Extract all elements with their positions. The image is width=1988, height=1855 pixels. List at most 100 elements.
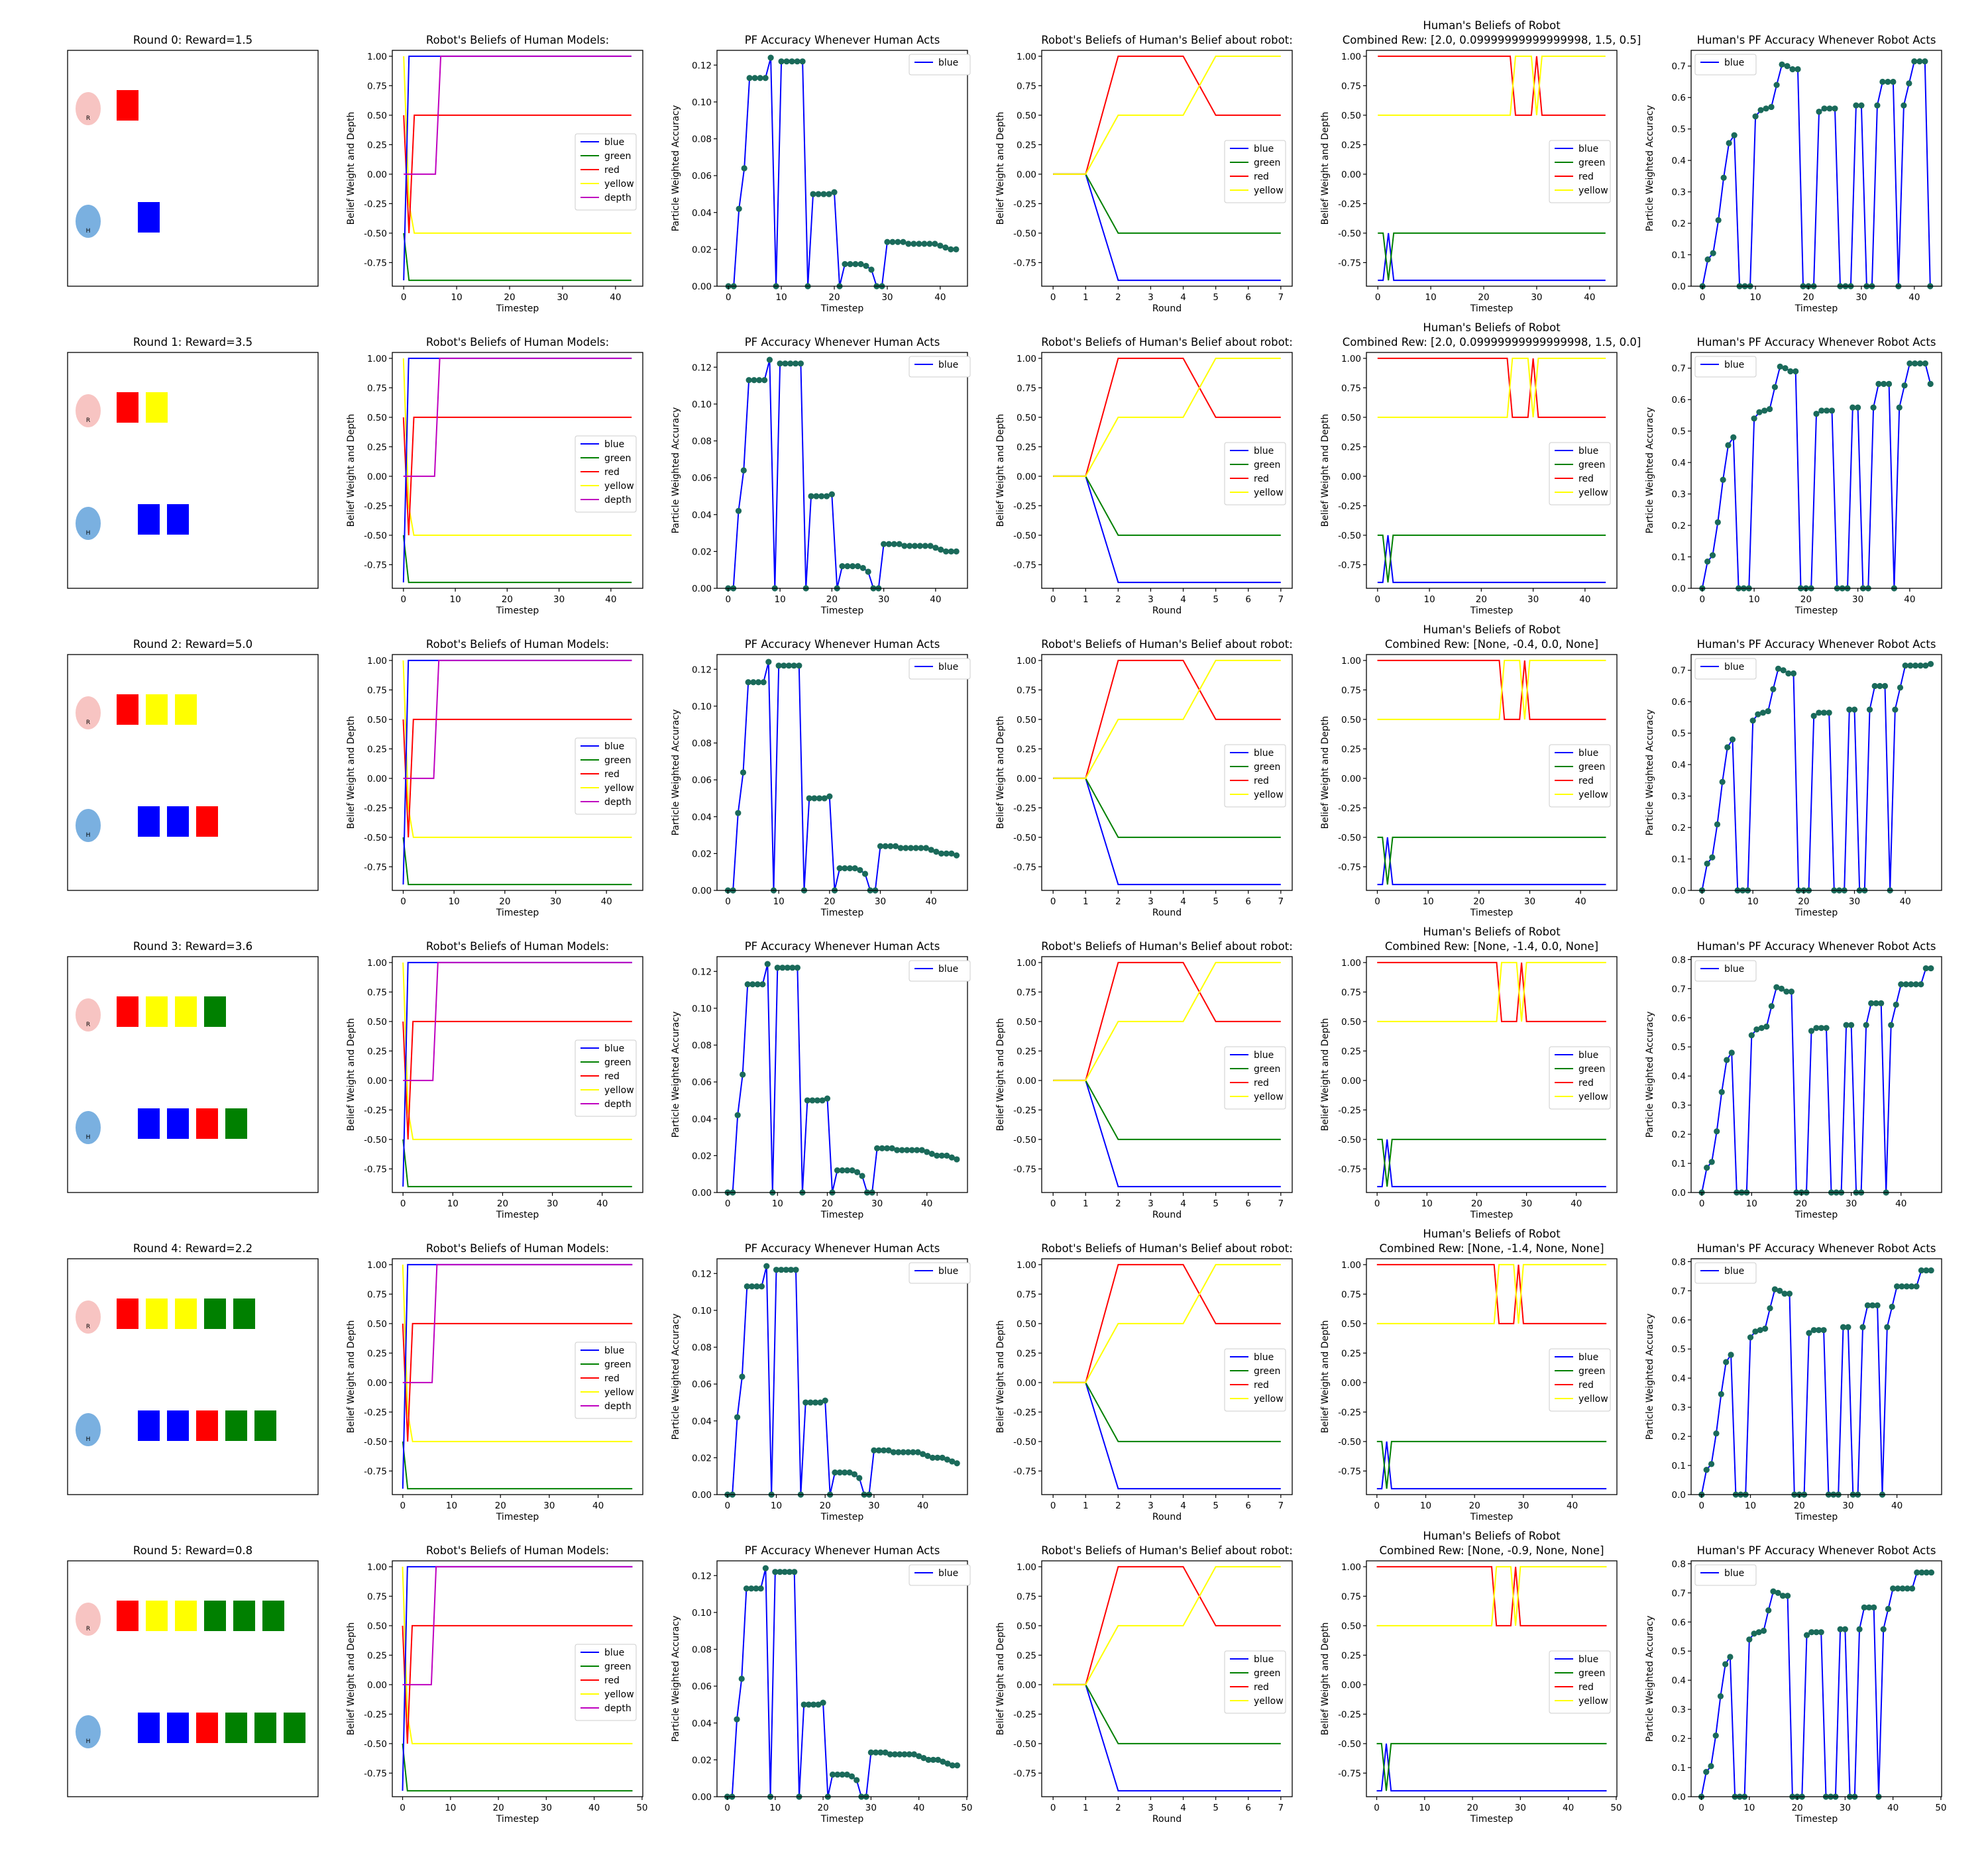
data-point [1760,1627,1767,1634]
y-tick-label: -0.50 [1013,1437,1036,1448]
x-axis-title: Timestep [496,1512,539,1522]
x-tick-label: 20 [820,1501,831,1511]
y-axis-title: Particle Weighted Accuracy [671,1616,681,1742]
data-point [831,189,838,195]
y-tick-label: 0.1 [1672,553,1686,563]
data-point [802,1399,809,1406]
x-tick-label: 20 [1466,1803,1478,1813]
y-axis-title: Belief Weight and Depth [346,1018,357,1132]
scene-title: Round 1: Reward=3.5 [133,336,252,348]
data-point [806,795,812,802]
figure-row-4: Round 4: Reward=2.2 R H Robot's Beliefs of … [67,1228,1942,1522]
y-tick-label: -0.25 [1338,803,1361,814]
x-tick-label: 30 [868,1501,879,1511]
y-tick-label: 0.08 [692,739,712,749]
legend-box [909,54,971,76]
series-blue [1701,362,1932,589]
y-tick-label: 0.50 [1341,413,1361,423]
data-point [865,568,871,575]
data-point [881,1447,887,1454]
data-point [746,377,752,384]
x-tick-label: 40 [1584,292,1595,303]
data-point [925,1756,932,1763]
data-point [1911,58,1918,65]
data-point [1893,1001,1899,1008]
data-point [1916,58,1923,65]
data-point [1704,256,1711,263]
data-point [1810,712,1817,719]
data-point [1879,78,1886,85]
x-tick-label: 30 [1518,1501,1529,1511]
data-point [1858,102,1865,109]
x-tick-label: 0 [400,896,406,907]
data-point [1753,1026,1760,1033]
x-tick-label: 40 [917,1501,928,1511]
x-tick-label: 20 [1471,1198,1482,1209]
human-avatar [76,1715,101,1748]
data-point [844,563,851,570]
robot-label: R [86,115,90,122]
data-point [854,1169,861,1176]
x-tick-label: 0 [1374,1198,1380,1209]
series-blue [728,963,958,1193]
data-point [818,493,825,500]
y-tick-label: -0.75 [364,560,387,570]
data-point [801,1701,807,1708]
y-tick-label: -0.50 [1013,1739,1036,1750]
data-point [1773,81,1780,88]
x-axis-title: Timestep [820,1512,864,1522]
data-point [911,543,918,549]
y-tick-label: 0.7 [1672,984,1686,994]
legend-label-yellow: yellow [1578,488,1608,498]
legend-label-green: green [604,1359,631,1370]
data-point [1813,1025,1820,1032]
data-point [1731,132,1738,138]
series-yellow [402,1566,633,1744]
y-tick-label: -0.75 [1338,258,1361,268]
data-point [1906,360,1913,367]
data-point [756,377,763,384]
data-point [914,1147,920,1153]
series-yellow [1053,961,1281,1081]
data-point [914,1449,921,1456]
data-point [953,548,960,555]
data-point [794,965,801,971]
data-point [1904,1585,1910,1592]
data-point [932,240,938,247]
robot-block-green [233,1601,255,1631]
data-point [899,1147,905,1153]
panel-pf-accuracy-robot: Human's PF Accuracy Whenever Robot Acts 0… [1645,1242,1942,1522]
human-label: H [86,228,91,235]
data-point [1899,1585,1906,1592]
data-point [929,1454,936,1461]
data-point [778,58,785,65]
y-tick-label: 0.3 [1672,490,1686,500]
y-tick-label: 0.04 [692,812,712,823]
x-tick-label: 10 [772,1198,783,1209]
y-tick-label: 0.3 [1672,1705,1686,1715]
y-tick-label: 0.8 [1672,955,1686,965]
legend-label-depth: depth [604,495,632,505]
data-point [887,843,894,849]
legend-label-red: red [604,467,620,478]
x-tick-label: 30 [553,594,565,605]
robot-avatar [76,696,101,729]
series-yellow [1053,1565,1281,1685]
panel-human-beliefs-of-robot: Human's Beliefs of Robot Combined Rew: [2… [1320,19,1641,314]
data-point [905,240,912,247]
x-tick-label: 20 [499,896,510,907]
legend-label-yellow: yellow [1578,790,1608,800]
legend-box [1549,1650,1611,1714]
legend-label-red: red [1254,172,1269,182]
y-tick-label: -0.25 [1013,1407,1036,1418]
y-tick-label: 0.6 [1672,697,1686,708]
robot-block-red [117,392,138,423]
legend-label-red: red [604,1373,620,1384]
x-tick-label: 40 [588,1803,600,1813]
data-point [1756,409,1763,415]
axes-frame [392,352,643,589]
y-tick-label: 0.00 [1341,1680,1361,1691]
panel-robot-beliefs: Robot's Beliefs of Human Models: -0.75 -0.… [346,940,643,1220]
x-tick-label: 0 [1700,292,1706,303]
series-green [402,1743,633,1792]
